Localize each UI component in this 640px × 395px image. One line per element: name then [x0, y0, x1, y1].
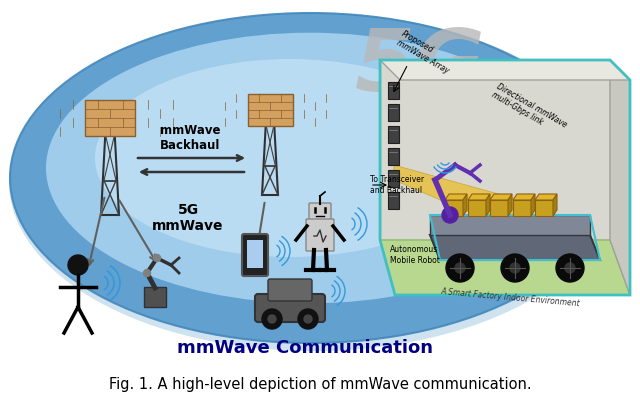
- Text: Autonomous
Mobile Robot: Autonomous Mobile Robot: [390, 245, 440, 265]
- Polygon shape: [508, 194, 512, 216]
- Circle shape: [442, 207, 458, 223]
- Circle shape: [501, 254, 529, 282]
- FancyBboxPatch shape: [445, 200, 463, 216]
- Polygon shape: [463, 194, 467, 216]
- FancyBboxPatch shape: [387, 169, 399, 186]
- Polygon shape: [430, 215, 590, 235]
- Polygon shape: [535, 194, 557, 200]
- FancyBboxPatch shape: [387, 81, 399, 98]
- Polygon shape: [468, 194, 490, 200]
- Text: To Transceiver
and Backhaul: To Transceiver and Backhaul: [370, 175, 424, 195]
- Circle shape: [262, 309, 282, 329]
- FancyBboxPatch shape: [387, 126, 399, 143]
- Polygon shape: [531, 194, 535, 216]
- FancyBboxPatch shape: [468, 200, 486, 216]
- FancyBboxPatch shape: [144, 287, 166, 307]
- Ellipse shape: [9, 13, 617, 351]
- FancyBboxPatch shape: [535, 200, 553, 216]
- Circle shape: [565, 263, 575, 273]
- FancyBboxPatch shape: [306, 219, 334, 251]
- FancyBboxPatch shape: [387, 192, 399, 209]
- Text: Proposed
mmWave Array: Proposed mmWave Array: [395, 29, 456, 75]
- Ellipse shape: [95, 59, 485, 257]
- Circle shape: [154, 254, 161, 261]
- Polygon shape: [553, 194, 557, 216]
- Text: Fig. 1. A high-level depiction of mmWave communication.: Fig. 1. A high-level depiction of mmWave…: [109, 378, 531, 393]
- Polygon shape: [490, 194, 512, 200]
- Ellipse shape: [10, 13, 610, 343]
- Circle shape: [455, 263, 465, 273]
- Text: A Smart Factory Indoor Environment: A Smart Factory Indoor Environment: [440, 288, 580, 308]
- Polygon shape: [380, 60, 610, 240]
- Ellipse shape: [46, 33, 574, 303]
- Circle shape: [446, 254, 474, 282]
- Polygon shape: [445, 194, 467, 200]
- FancyBboxPatch shape: [490, 200, 508, 216]
- Circle shape: [510, 263, 520, 273]
- FancyBboxPatch shape: [248, 94, 292, 126]
- FancyBboxPatch shape: [247, 240, 263, 268]
- Circle shape: [304, 315, 312, 323]
- FancyBboxPatch shape: [309, 203, 331, 221]
- Polygon shape: [610, 60, 630, 295]
- Polygon shape: [380, 240, 630, 295]
- FancyBboxPatch shape: [255, 294, 325, 322]
- Text: 5G
mmWave: 5G mmWave: [152, 203, 224, 233]
- FancyBboxPatch shape: [513, 200, 531, 216]
- Text: Directional mmWave
multi-Gbps link: Directional mmWave multi-Gbps link: [490, 82, 569, 138]
- Polygon shape: [486, 194, 490, 216]
- Polygon shape: [380, 60, 630, 80]
- FancyBboxPatch shape: [85, 100, 135, 136]
- FancyBboxPatch shape: [242, 234, 268, 276]
- Polygon shape: [430, 235, 600, 260]
- FancyBboxPatch shape: [387, 103, 399, 120]
- FancyBboxPatch shape: [268, 279, 312, 301]
- Polygon shape: [394, 165, 520, 230]
- Circle shape: [143, 269, 150, 276]
- Circle shape: [298, 309, 318, 329]
- Polygon shape: [513, 194, 535, 200]
- Text: 5G: 5G: [355, 26, 485, 109]
- Text: mmWave
Backhaul: mmWave Backhaul: [160, 124, 220, 152]
- FancyBboxPatch shape: [387, 147, 399, 164]
- Text: mmWave Communication: mmWave Communication: [177, 339, 433, 357]
- Circle shape: [68, 255, 88, 275]
- Circle shape: [556, 254, 584, 282]
- Circle shape: [268, 315, 276, 323]
